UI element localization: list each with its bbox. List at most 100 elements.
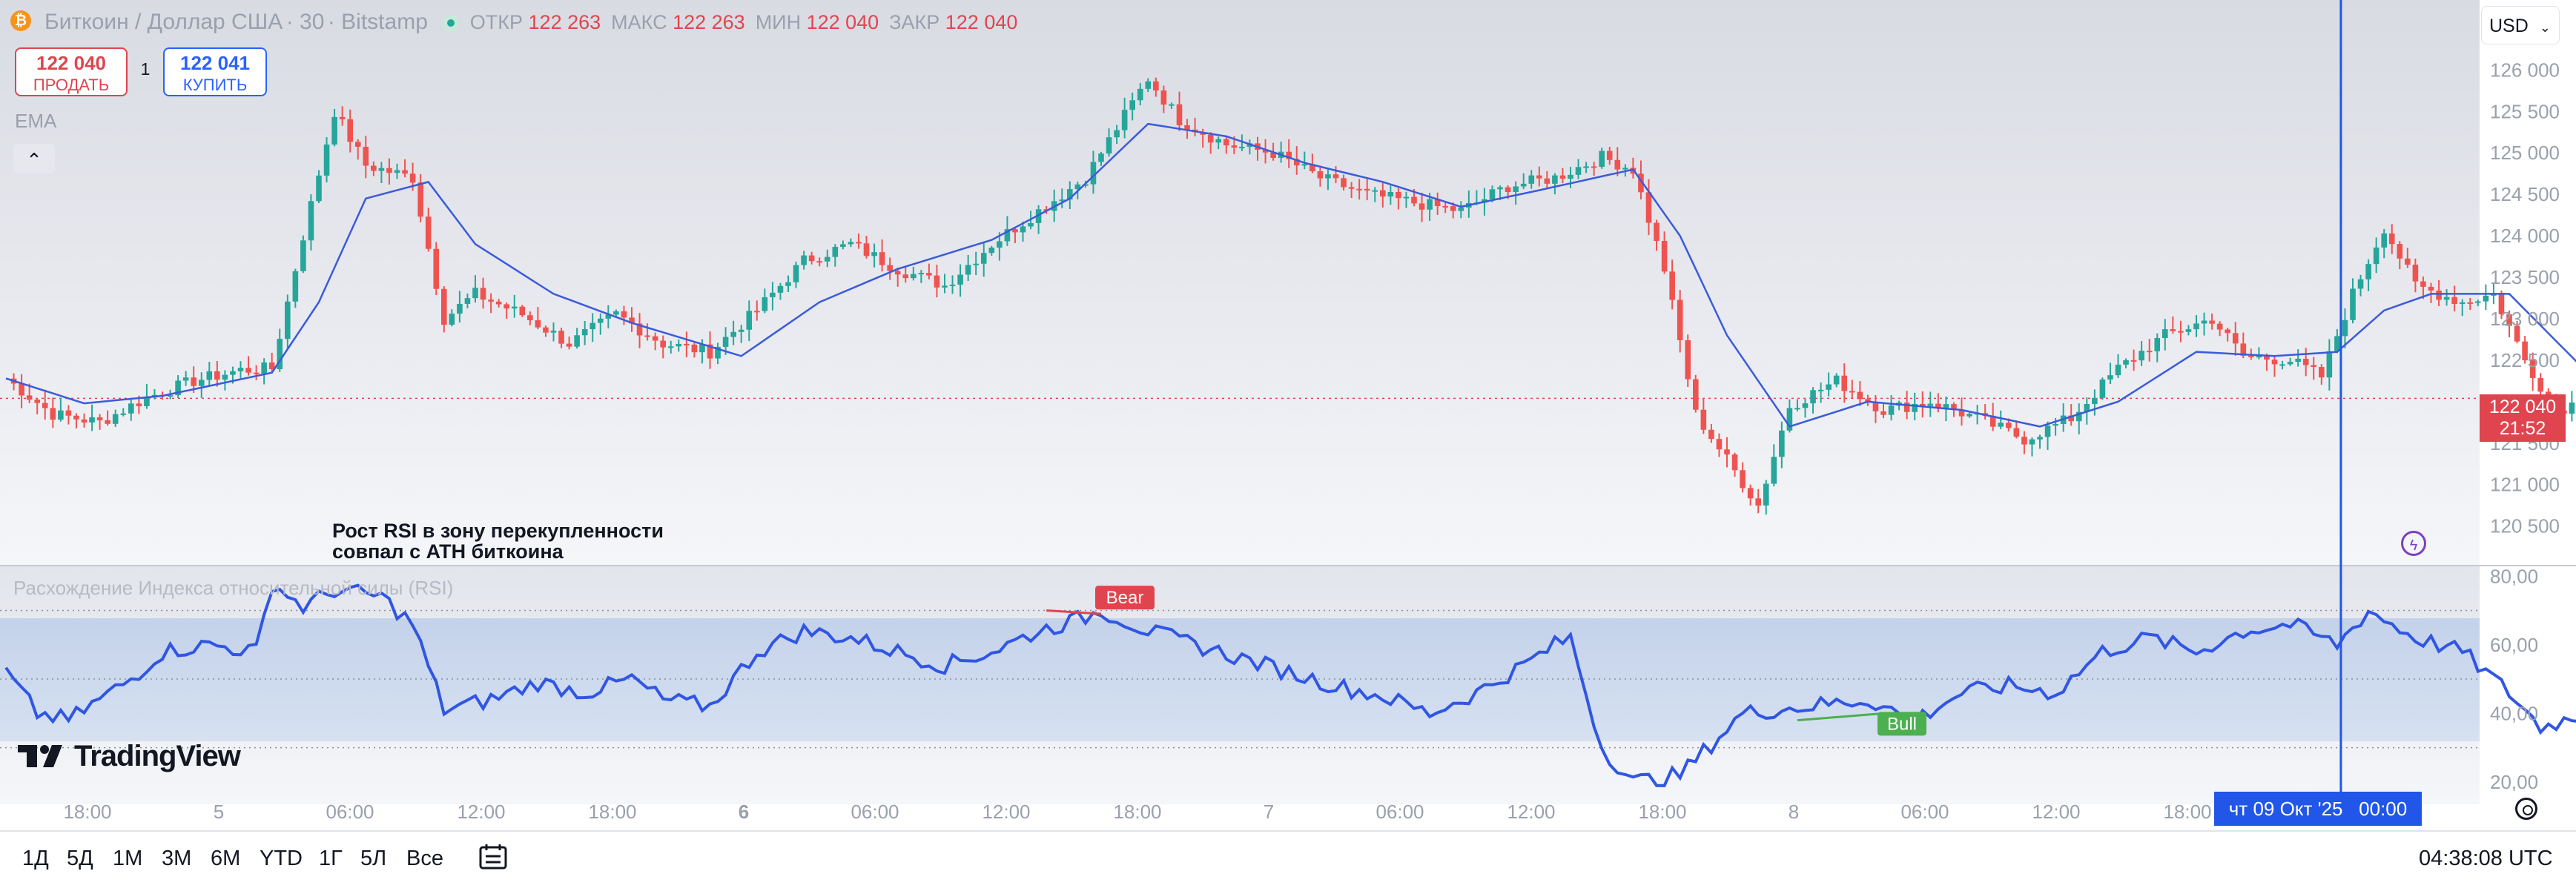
candle-body xyxy=(394,170,400,173)
candle-body xyxy=(1137,88,1143,101)
candle-body xyxy=(636,323,643,336)
date-range-icon[interactable] xyxy=(479,844,507,870)
bear-label-box xyxy=(1095,586,1155,610)
candle-body xyxy=(543,327,549,333)
price-tick-label: 126 000 xyxy=(2490,59,2560,81)
candle-body xyxy=(120,413,127,415)
candle-body xyxy=(911,274,917,279)
candle-body xyxy=(89,417,95,423)
timeframe-button[interactable]: 1Г xyxy=(319,847,343,870)
candle-body xyxy=(2397,244,2403,259)
currency-selector[interactable]: USD ⌄ xyxy=(2481,6,2560,44)
rsi-tick-label: 80,00 xyxy=(2490,565,2538,587)
timeframe-button[interactable]: Все xyxy=(406,847,443,870)
chart-annotation[interactable]: Рост RSI в зону перекупленности совпал с… xyxy=(332,520,664,562)
candle-body xyxy=(2099,379,2106,398)
candle-body xyxy=(1951,404,1957,411)
candle-body xyxy=(2412,265,2419,282)
candle-body xyxy=(2006,423,2012,428)
rsi-line xyxy=(4,583,2576,787)
candle-body xyxy=(2256,356,2262,358)
candle-body xyxy=(1083,184,1089,186)
timeframe-button[interactable]: YTD xyxy=(260,847,303,870)
lightning-icon[interactable]: ϟ xyxy=(2401,531,2426,556)
candle-body xyxy=(1364,188,1370,191)
candle-body xyxy=(1035,209,1042,223)
chevron-down-icon: ⌄ xyxy=(2539,20,2551,35)
candle-body xyxy=(2216,323,2223,330)
candle-body xyxy=(2365,264,2371,279)
timeframe-button[interactable]: 6М xyxy=(211,847,241,870)
ema-legend[interactable]: EMA xyxy=(15,110,57,132)
price-tick-label: 125 000 xyxy=(2490,142,2560,164)
candle-body xyxy=(856,242,862,244)
candle-body xyxy=(598,318,604,323)
candle-body xyxy=(808,255,815,262)
candle-body xyxy=(605,314,612,319)
candle-body xyxy=(1802,403,1809,408)
currency-label: USD xyxy=(2489,16,2529,36)
sell-button[interactable]: 122 040 ПРОДАТЬ xyxy=(15,47,128,96)
bar-countdown: 21:52 xyxy=(2499,418,2546,439)
candle-body xyxy=(1380,190,1386,197)
candle-body xyxy=(2240,343,2247,356)
gear-icon[interactable] xyxy=(2515,798,2537,820)
candle-body xyxy=(175,380,181,396)
rsi-axis[interactable]: 80,00 60,00 40,00 20,00 xyxy=(2490,565,2538,793)
candle-body xyxy=(1356,188,1362,191)
candle-body xyxy=(785,282,791,286)
candle-body xyxy=(550,331,557,333)
buy-button[interactable]: 122 041 КУПИТЬ xyxy=(163,47,267,96)
candle-body xyxy=(2115,364,2121,376)
candle-body xyxy=(1450,206,1456,211)
price-pane[interactable] xyxy=(0,0,2480,566)
candle-body xyxy=(1153,81,1159,91)
candle-body xyxy=(660,340,666,348)
timeframe-button[interactable]: 1М xyxy=(113,847,143,870)
candle-body xyxy=(707,344,713,359)
candle-body xyxy=(206,371,213,380)
candle-body xyxy=(464,298,471,304)
time-tick-label: 06:00 xyxy=(1375,801,1424,823)
collapse-legend-button[interactable]: ⌃ xyxy=(13,144,55,173)
candle-body xyxy=(1207,134,1214,143)
candle-body xyxy=(1575,167,1582,175)
candle-body xyxy=(81,419,87,423)
price-tick-label: 122 500 xyxy=(2490,349,2560,371)
candle-body xyxy=(1396,191,1401,199)
candle-body xyxy=(2162,329,2168,339)
bear-divergence-line xyxy=(1046,609,1102,615)
candle-body xyxy=(2357,279,2364,289)
candle-body xyxy=(1638,173,1644,193)
candle-body xyxy=(918,273,925,275)
price-axis[interactable]: 126 000 125 500 125 000 124 500 124 000 123 5… xyxy=(2490,59,2560,537)
time-axis[interactable]: 18:00 5 06:00 12:00 18:00 6 06:00 12:00 18:00 7 06… xyxy=(63,801,2342,823)
timeframe-button[interactable]: 5Л xyxy=(360,847,387,870)
spread-value: 1 xyxy=(140,59,151,79)
candle-body xyxy=(1505,187,1511,193)
timeframe-button[interactable]: 1Д xyxy=(22,847,49,870)
candle-body xyxy=(2209,320,2215,324)
candle-body xyxy=(73,415,79,420)
candle-body xyxy=(495,301,502,305)
buy-price: 122 041 xyxy=(180,52,250,74)
candle-body xyxy=(2287,362,2293,365)
candle-body xyxy=(1348,187,1355,189)
candle-body xyxy=(2075,411,2082,422)
timeframe-button[interactable]: 5Д xyxy=(67,847,93,870)
candle-body xyxy=(2537,377,2543,392)
candle-body xyxy=(2342,319,2348,337)
utc-clock[interactable]: 04:38:08 UTC xyxy=(2419,847,2553,870)
candle-body xyxy=(1989,415,1996,427)
rsi-legend[interactable]: Расхождение Индекса относительной силы (… xyxy=(13,577,454,599)
candle-body xyxy=(1020,226,1026,233)
candle-body xyxy=(926,273,932,276)
tradingview-logo[interactable]: TradingView xyxy=(18,740,241,772)
candle-body xyxy=(503,304,509,309)
candle-body xyxy=(449,314,455,325)
candle-body xyxy=(2225,329,2230,334)
timeframe-button[interactable]: 3М xyxy=(162,847,192,870)
candle-body xyxy=(754,311,760,313)
symbol-header[interactable]: Биткоин / Доллар США · 30 · Bitstamp ОТК… xyxy=(44,10,1018,34)
